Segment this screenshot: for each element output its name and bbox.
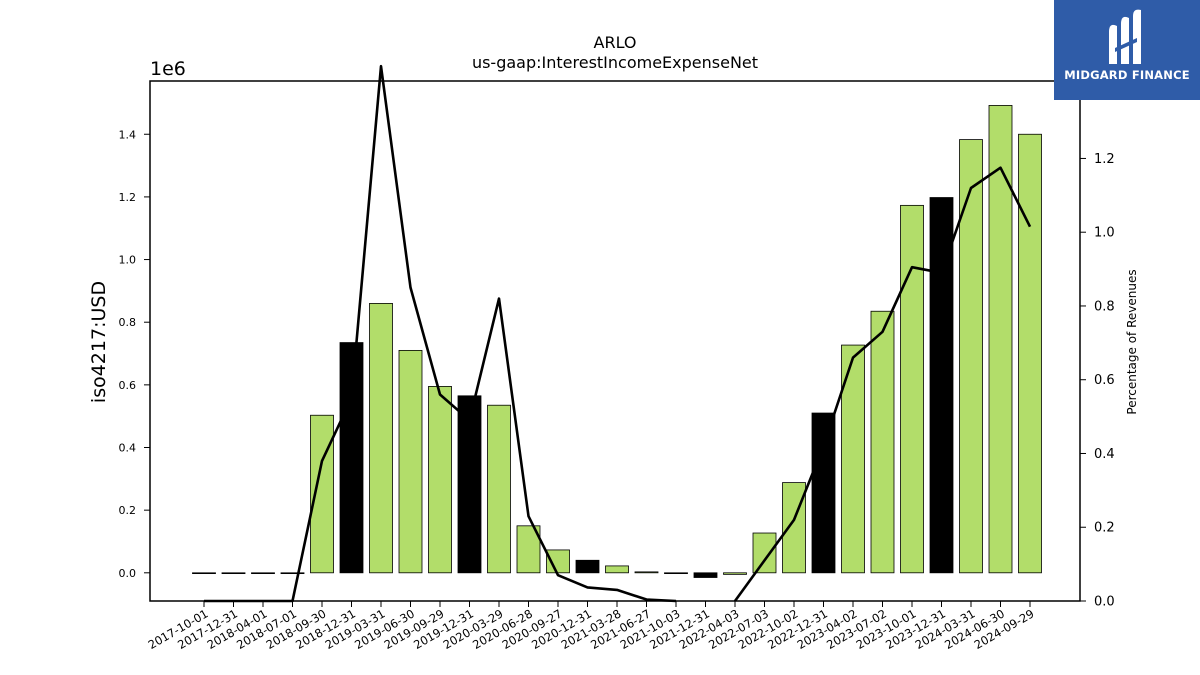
brand-logo: MIDGARD FINANCE <box>1054 0 1200 100</box>
bar <box>280 572 305 575</box>
bar <box>752 532 777 574</box>
y-axis-label: iso4217:USD <box>88 281 110 403</box>
y2-tick-label: 0.4 <box>1094 447 1115 462</box>
y2-tick-label: 1.0 <box>1094 226 1115 241</box>
y-tick-label: 0.4 <box>119 442 137 455</box>
bar <box>398 349 423 574</box>
bar <box>811 412 836 574</box>
bar <box>605 565 629 574</box>
bar <box>959 139 983 574</box>
bar <box>900 204 924 574</box>
bar-series <box>192 105 1042 578</box>
y2-tick-label: 1.2 <box>1094 152 1115 167</box>
bar <box>841 344 865 574</box>
bar <box>1018 133 1042 574</box>
bar <box>487 404 511 574</box>
series-line <box>733 166 1032 602</box>
x-axis: 2017-10-012017-12-312018-04-012018-07-01… <box>146 601 1037 652</box>
y2-tick-label: 0.0 <box>1094 595 1115 610</box>
logo-text: MIDGARD FINANCE <box>1064 68 1190 82</box>
y2-tick-label: 0.8 <box>1094 299 1115 314</box>
y-tick-label: 1.0 <box>119 254 137 267</box>
y2-tick-label: 0.2 <box>1094 521 1115 536</box>
bar <box>782 482 806 574</box>
y-tick-label: 1.4 <box>119 128 137 141</box>
y-scale-label: 1e6 <box>150 58 186 80</box>
bar <box>929 197 954 574</box>
bar <box>457 395 482 574</box>
y-axis: 0.0 0.2 0.4 0.6 0.8 1.0 1.2 1.4 <box>119 128 150 580</box>
chart-title: ARLO <box>594 33 637 52</box>
bar <box>428 386 452 574</box>
bar <box>310 414 334 574</box>
bar <box>870 310 895 574</box>
bar <box>516 525 541 574</box>
y-tick-label: 0.8 <box>119 316 137 329</box>
bar <box>988 105 1013 574</box>
bar <box>723 572 747 575</box>
plot-frame <box>149 80 1081 602</box>
bar <box>369 303 393 574</box>
bar <box>339 342 364 574</box>
y-tick-label: 0.0 <box>119 567 137 580</box>
y2-tick-label: 0.6 <box>1094 373 1115 388</box>
chart-subtitle: us-gaap:InterestIncomeExpenseNet <box>472 53 758 72</box>
bar <box>693 572 718 578</box>
y2-axis-label: Percentage of Revenues <box>1125 269 1139 414</box>
bar <box>251 572 275 575</box>
y2-axis: 0.0 0.2 0.4 0.6 0.8 1.0 1.2 <box>1080 152 1115 610</box>
y-tick-label: 1.2 <box>119 191 137 204</box>
y-tick-label: 0.2 <box>119 504 137 517</box>
bar <box>221 572 246 575</box>
y-tick-label: 0.6 <box>119 379 137 392</box>
bar <box>192 572 216 575</box>
bar <box>664 572 688 575</box>
midgard-logo-icon <box>1109 9 1141 65</box>
bar <box>575 559 600 574</box>
bar <box>634 571 659 574</box>
